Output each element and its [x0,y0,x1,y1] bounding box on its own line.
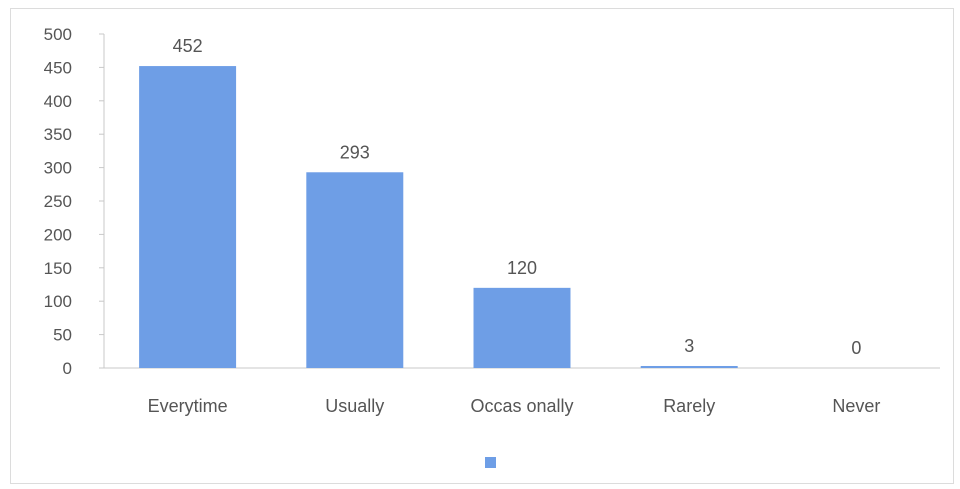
bars [139,66,738,369]
y-tick-label: 150 [44,259,72,278]
y-tick-label: 250 [44,192,72,211]
bar [473,287,571,368]
y-axis-ticks: 0 50 100 150 200 250 300 350 400 450 500 [44,25,104,378]
y-tick-label: 0 [63,359,72,378]
data-label: 120 [507,258,537,278]
category-label: Usually [325,396,384,416]
data-label: 0 [851,338,861,358]
category-label: Never [832,396,880,416]
category-labels: Everytime Usually Occas onally Rarely Never [148,396,881,416]
category-label: Rarely [663,396,715,416]
legend-swatch [485,457,496,468]
bar [139,66,237,369]
y-tick-label: 300 [44,159,72,178]
y-tick-label: 400 [44,92,72,111]
category-label: Occas onally [470,396,573,416]
bar [306,172,404,368]
y-tick-label: 100 [44,292,72,311]
y-tick-label: 50 [53,326,72,345]
data-label: 452 [173,36,203,56]
y-tick-label: 500 [44,25,72,44]
y-tick-label: 450 [44,58,72,77]
data-labels: 452 293 120 3 0 [173,36,862,358]
y-tick-label: 350 [44,125,72,144]
data-label: 3 [684,336,694,356]
y-tick-label: 200 [44,225,72,244]
data-label: 293 [340,142,370,162]
bar [640,365,738,368]
category-label: Everytime [148,396,228,416]
